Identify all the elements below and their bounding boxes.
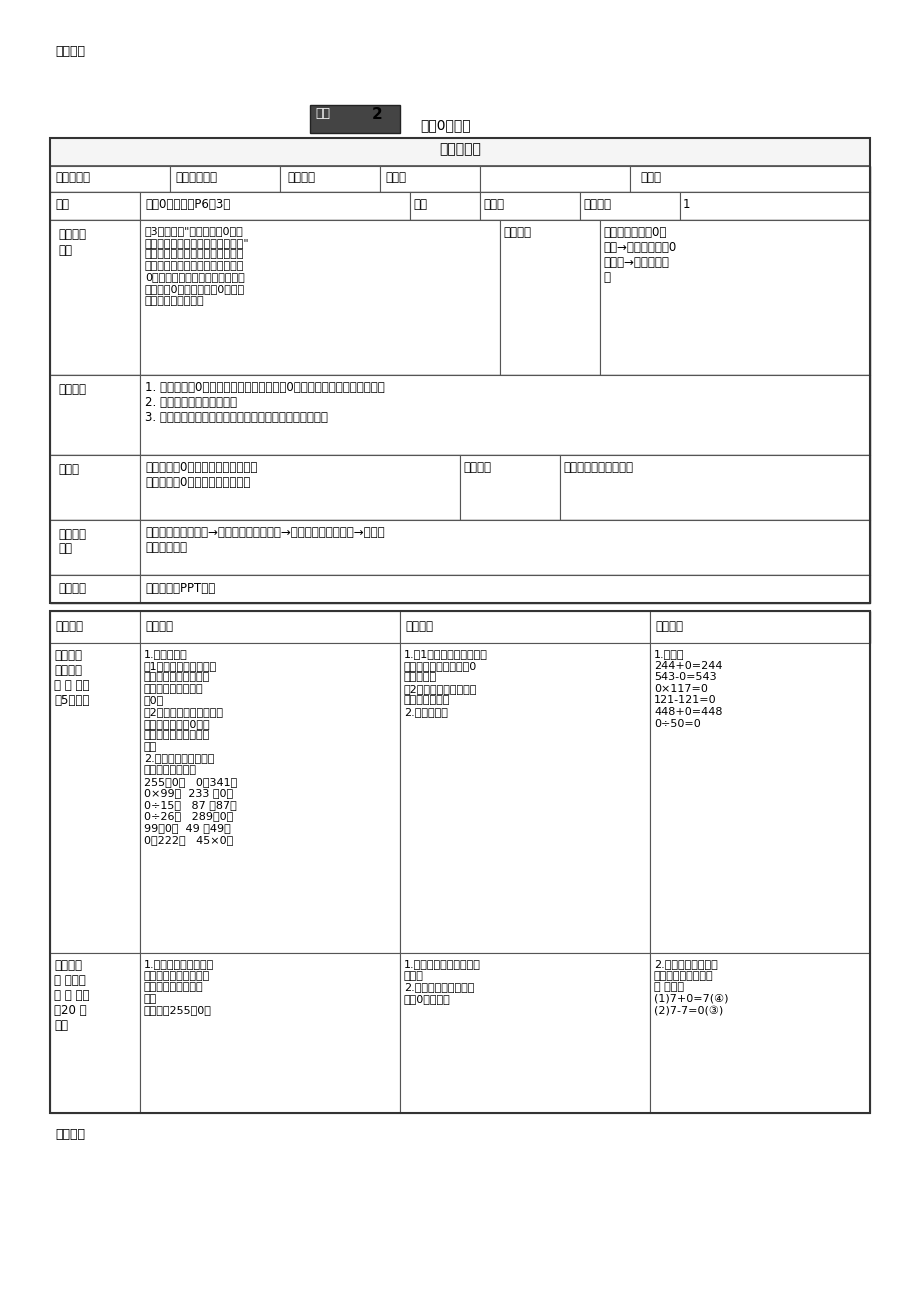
Text: 教学准备: 教学准备	[58, 582, 85, 595]
Text: 教育资源: 教育资源	[55, 46, 85, 59]
Bar	[140, 953, 400, 1113]
Text: 2.计算下面各题并把
相应依据的序号填在
（ ）里。
(1)7+0=7(④)
(2)7-7=0(③): 2.计算下面各题并把 相应依据的序号填在 （ ）里。 (1)7+0=7(④) (…	[653, 960, 728, 1016]
Text: 复习巩固，导入新课→合作交流，探究新知→巩固应用，提升能力→课堂小
结，拓展延伸: 复习巩固，导入新课→合作交流，探究新知→巩固应用，提升能力→课堂小 结，拓展延伸	[145, 526, 384, 553]
Text: 重点：掌握0在四则运算中的特性。
难点：理解0为什么不能做除数。: 重点：掌握0在四则运算中的特性。 难点：理解0为什么不能做除数。	[145, 461, 257, 490]
Text: 1.（1）思考学过的整数中
哪个数比较特别，体会0
的特殊性。
（2）思考教师提出的问
题，自由发言。
2.快速口算。: 1.（1）思考学过的整数中 哪个数比较特别，体会0 的特殊性。 （2）思考教师提…	[403, 648, 487, 717]
Bar	[650, 643, 869, 953]
Bar	[140, 575, 869, 603]
Bar	[50, 519, 869, 575]
Text: 有关0的运算（P6例3）: 有关0的运算（P6例3）	[145, 198, 230, 211]
Bar	[50, 138, 869, 603]
Text: 思路: 思路	[58, 542, 72, 555]
Bar	[140, 519, 869, 575]
Text: 分析: 分析	[58, 243, 72, 256]
Bar	[50, 191, 140, 220]
Bar	[579, 191, 679, 220]
Bar	[50, 165, 869, 191]
Bar	[380, 165, 480, 191]
Text: 整理概括，合作交流。: 整理概括，合作交流。	[562, 461, 632, 474]
Bar	[140, 220, 499, 375]
Bar	[140, 375, 869, 454]
Bar	[140, 454, 459, 519]
Bar	[50, 519, 140, 575]
Text: 教学目标: 教学目标	[58, 383, 85, 396]
Text: 同步检测: 同步检测	[654, 620, 682, 633]
Text: 承前启后: 承前启后	[503, 227, 530, 240]
Bar	[50, 575, 869, 603]
Text: 1. 进一步掌握0在四则运算中的特性，体会0在四则运算中的地位和作用。
2. 提高学生计算的正确率。
3. 在学习中提高有序、全面思考和整理概括知识的能力。: 1. 进一步掌握0在四则运算中的特性，体会0在四则运算中的地位和作用。 2. 提…	[145, 381, 384, 424]
Text: 年级：四年级: 年级：四年级	[175, 171, 217, 184]
Text: 教学过程: 教学过程	[55, 620, 83, 633]
Bar	[599, 220, 869, 375]
Text: 课型: 课型	[413, 198, 426, 211]
Bar	[630, 165, 869, 191]
Text: 重难点: 重难点	[58, 464, 79, 477]
Text: 学校：: 学校：	[384, 171, 405, 184]
Bar	[140, 643, 400, 953]
Text: 一、复习
巩固、导
入 新 课。
（5分钟）: 一、复习 巩固、导 入 新 课。 （5分钟）	[54, 648, 89, 707]
Bar	[310, 105, 400, 133]
Text: 教学内容: 教学内容	[58, 228, 85, 241]
Text: 册次：下: 册次：下	[287, 171, 314, 184]
Bar	[50, 575, 140, 603]
Bar	[50, 191, 869, 220]
Bar	[279, 165, 380, 191]
Text: 计划学时: 计划学时	[583, 198, 610, 211]
Bar	[50, 138, 869, 165]
Text: 教师准备：PPT课件: 教师准备：PPT课件	[145, 582, 215, 595]
Text: 教育资源: 教育资源	[55, 1128, 85, 1141]
Bar	[140, 611, 400, 643]
Text: 分散学习的有关0的
运算→系统整理有关0
的运算→四则混合运
算: 分散学习的有关0的 运算→系统整理有关0 的运算→四则混合运 算	[602, 227, 675, 284]
Bar	[679, 191, 869, 220]
Bar	[400, 643, 650, 953]
Bar	[50, 611, 869, 643]
Text: 教学设计: 教学设计	[58, 529, 85, 542]
Bar	[410, 191, 480, 220]
Bar	[50, 220, 140, 375]
Bar	[50, 220, 869, 375]
Text: 课题: 课题	[55, 198, 69, 211]
Text: 1.组织学生将上面的口
算题进行分类，教师根
据学生的汇报进行整
理。
类型一：255＋0＝: 1.组织学生将上面的口 算题进行分类，教师根 据学生的汇报进行整 理。 类型一：…	[144, 960, 214, 1016]
Bar	[50, 375, 140, 454]
Bar	[50, 953, 140, 1113]
Text: 1.小组合作进行分类，并
汇报。
2.根据分类结果说一说
有关0的运算。: 1.小组合作进行分类，并 汇报。 2.根据分类结果说一说 有关0的运算。	[403, 960, 481, 1004]
Bar	[50, 165, 170, 191]
Text: 例3首先提出"你知道有关0的哪
些运算？具体描述一下这些运算。"
接着又出示一幅小组合作学习的情
境图，引导学生回忆、整理和概括
0在四则运算中的特性。同时教材: 例3首先提出"你知道有关0的哪 些运算？具体描述一下这些运算。" 接着又出示一幅…	[145, 227, 249, 306]
Bar	[170, 165, 279, 191]
Bar	[50, 375, 869, 454]
Text: 教师：: 教师：	[640, 171, 660, 184]
Text: 新授课: 新授课	[482, 198, 504, 211]
Bar	[50, 611, 869, 1113]
Text: 教学设计表: 教学设计表	[438, 142, 481, 156]
Bar	[650, 611, 869, 643]
Bar	[400, 953, 650, 1113]
Bar	[50, 643, 140, 953]
Text: 1: 1	[682, 198, 690, 211]
Text: 课时: 课时	[314, 107, 330, 120]
Bar	[50, 454, 140, 519]
Text: 学科：数学: 学科：数学	[55, 171, 90, 184]
Bar	[50, 611, 140, 643]
Text: 化解措施: 化解措施	[462, 461, 491, 474]
Bar	[400, 611, 650, 643]
Text: 1.复习旧知。
（1）提出问题：在我们
认识的整数中，你们认
为哪个数比较特别？
（0）
（2）引发思考：想一想，
你知道哪些有关0的运
算？运算时应该注意什
: 1.复习旧知。 （1）提出问题：在我们 认识的整数中，你们认 为哪个数比较特别？…	[144, 648, 237, 845]
Bar	[560, 454, 869, 519]
Bar	[140, 191, 410, 220]
Text: 1.口算。
244+0=244
543-0=543
0×117=0
121-121=0
448+0=448
0÷50=0: 1.口算。 244+0=244 543-0=543 0×117=0 121-12…	[653, 648, 721, 729]
Text: 有关0的运算: 有关0的运算	[420, 118, 471, 132]
Bar	[460, 454, 560, 519]
Bar	[50, 454, 869, 519]
Bar	[480, 191, 579, 220]
Bar	[480, 165, 630, 191]
Text: 二、合作
交 流，探
究 新 知。
（20 分
钟）: 二、合作 交 流，探 究 新 知。 （20 分 钟）	[54, 960, 89, 1032]
Bar	[499, 220, 599, 375]
Bar	[650, 953, 869, 1113]
Text: 学生活动: 学生活动	[404, 620, 433, 633]
Text: 2: 2	[371, 107, 382, 122]
Text: 教师活动: 教师活动	[145, 620, 173, 633]
